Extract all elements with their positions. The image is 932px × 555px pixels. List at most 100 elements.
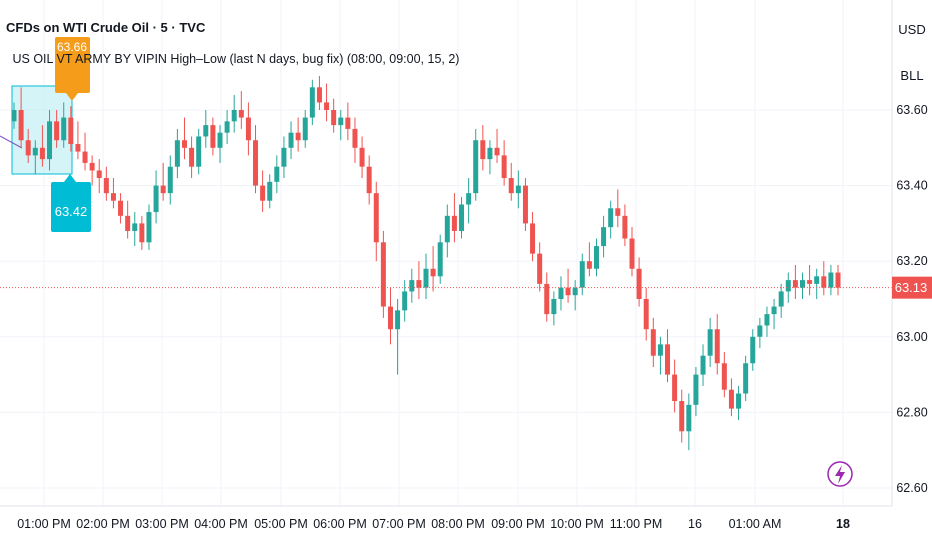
candle[interactable] (650, 317, 656, 368)
candle[interactable] (721, 351, 727, 398)
candle[interactable] (558, 276, 564, 311)
candle[interactable] (153, 170, 159, 224)
candle[interactable] (295, 117, 301, 152)
candle[interactable] (814, 268, 820, 299)
candle[interactable] (700, 344, 706, 386)
indicator-legend[interactable]: US OIL VT ARMY BY VIPIN High–Low (last N… (6, 52, 459, 66)
candle[interactable] (679, 389, 685, 443)
candle[interactable] (714, 314, 720, 375)
candle[interactable] (615, 189, 621, 228)
candle[interactable] (459, 196, 465, 239)
candle[interactable] (665, 329, 671, 383)
candle[interactable] (466, 178, 472, 224)
candle[interactable] (132, 212, 138, 247)
candle[interactable] (437, 234, 443, 284)
candle[interactable] (757, 317, 763, 349)
candle[interactable] (530, 212, 536, 262)
lightning-bolt-icon[interactable] (827, 461, 853, 487)
candle[interactable] (409, 268, 415, 303)
candle[interactable] (18, 87, 24, 148)
candle[interactable] (487, 140, 493, 175)
candle[interactable] (807, 264, 813, 296)
candle[interactable] (288, 121, 294, 160)
candle[interactable] (210, 117, 216, 156)
candle[interactable] (380, 230, 386, 318)
candle[interactable] (11, 102, 17, 129)
candle[interactable] (736, 385, 742, 420)
candle[interactable] (643, 287, 649, 341)
candle[interactable] (103, 166, 109, 201)
candle[interactable] (373, 181, 379, 262)
candle[interactable] (473, 128, 479, 201)
candle[interactable] (309, 79, 315, 126)
symbol-title[interactable]: CFDs on WTI Crude Oil · 5 · TVC (6, 20, 206, 35)
candle[interactable] (118, 193, 124, 224)
candle[interactable] (47, 110, 53, 171)
candle[interactable] (835, 264, 841, 296)
candle[interactable] (32, 140, 38, 175)
candle[interactable] (253, 125, 259, 194)
candle[interactable] (224, 110, 230, 145)
candle[interactable] (75, 121, 81, 160)
candle[interactable] (693, 367, 699, 417)
candle[interactable] (821, 261, 827, 296)
candle[interactable] (423, 253, 429, 299)
candle[interactable] (203, 110, 209, 148)
candle[interactable] (785, 272, 791, 303)
candle[interactable] (82, 132, 88, 171)
candle[interactable] (238, 91, 244, 129)
candle[interactable] (25, 128, 31, 163)
candle[interactable] (750, 329, 756, 371)
candle[interactable] (245, 102, 251, 156)
candle[interactable] (551, 291, 557, 326)
candle[interactable] (608, 200, 614, 239)
candle[interactable] (281, 136, 287, 179)
candle[interactable] (68, 106, 74, 152)
candle[interactable] (579, 253, 585, 296)
candle[interactable] (189, 136, 195, 179)
candle[interactable] (345, 102, 351, 141)
candle[interactable] (707, 317, 713, 368)
candle[interactable] (792, 264, 798, 299)
candle[interactable] (544, 272, 550, 322)
candle[interactable] (217, 125, 223, 163)
candle[interactable] (352, 117, 358, 163)
candle[interactable] (359, 136, 365, 179)
candle[interactable] (601, 215, 607, 258)
candle[interactable] (537, 242, 543, 292)
candle[interactable] (54, 110, 60, 148)
candle[interactable] (146, 204, 152, 250)
candle[interactable] (316, 75, 322, 110)
candle[interactable] (828, 264, 834, 296)
unit-label[interactable]: BLL (900, 68, 924, 83)
candle[interactable] (395, 299, 401, 375)
candle[interactable] (622, 204, 628, 247)
candle[interactable] (778, 283, 784, 318)
candle[interactable] (160, 162, 166, 201)
candle[interactable] (89, 155, 95, 186)
candle[interactable] (267, 174, 273, 209)
candle[interactable] (167, 155, 173, 205)
candle[interactable] (480, 125, 486, 171)
candle[interactable] (110, 178, 116, 209)
candle[interactable] (799, 272, 805, 299)
candle[interactable] (572, 280, 578, 311)
candle[interactable] (302, 110, 308, 148)
candle[interactable] (522, 178, 528, 231)
candle[interactable] (636, 257, 642, 307)
candle[interactable] (139, 215, 145, 250)
candle[interactable] (728, 378, 734, 417)
candle[interactable] (402, 280, 408, 322)
indicator-label[interactable]: US OIL VT ARMY BY VIPIN High–Low (last N… (12, 52, 460, 66)
candle[interactable] (444, 204, 450, 258)
candle[interactable] (451, 193, 457, 243)
candle[interactable] (515, 170, 521, 209)
candle[interactable] (366, 155, 372, 205)
candle[interactable] (274, 155, 280, 194)
candle[interactable] (565, 268, 571, 303)
candle[interactable] (764, 306, 770, 337)
candle[interactable] (501, 140, 507, 186)
candle[interactable] (324, 83, 330, 122)
